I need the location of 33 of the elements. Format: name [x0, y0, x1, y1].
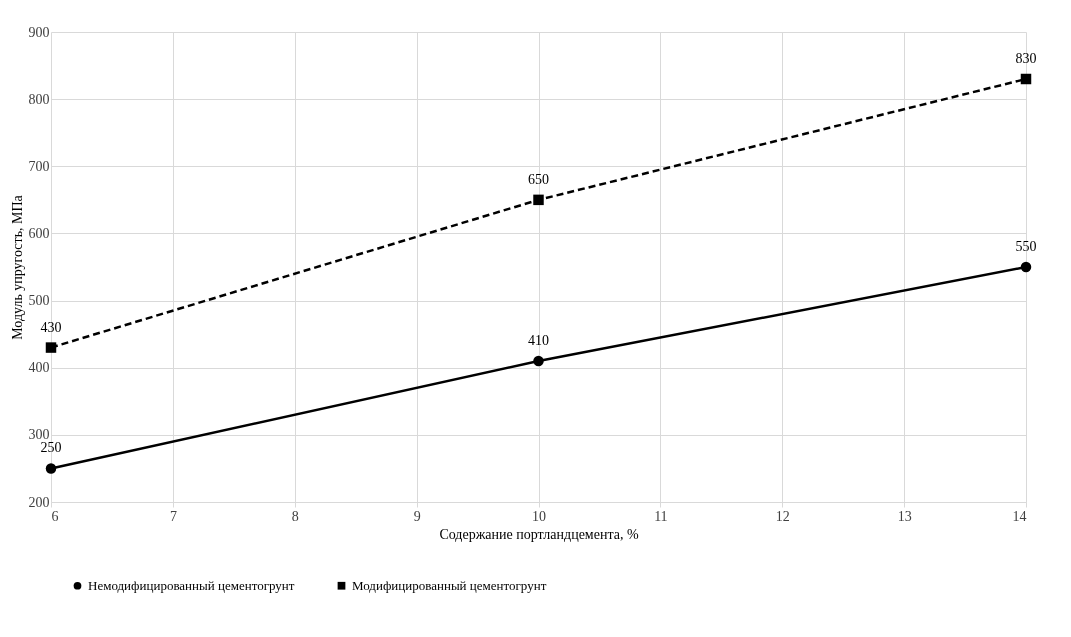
point [533, 194, 544, 206]
data-label: 410 [528, 333, 549, 348]
y-axis-title: Модуль упругость, МПа [9, 194, 25, 340]
x-tick-label: 9 [413, 508, 421, 524]
data-label: 250 [40, 440, 62, 456]
x-tick-label: 13 [897, 508, 912, 524]
y-tick-label: 800 [28, 91, 50, 107]
data-label: 830 [1015, 51, 1037, 66]
data-label: 650 [528, 171, 549, 187]
x-tick-label: 12 [775, 508, 790, 524]
y-tick-label: 600 [28, 225, 50, 241]
point [1020, 73, 1032, 85]
y-tick-label: 300 [28, 427, 50, 443]
x-tick-label: 8 [291, 508, 299, 524]
x-tick-label: 11 [654, 508, 668, 524]
data-label: 430 [40, 319, 62, 335]
legend-label: Модифицированный цементогрунт [352, 577, 547, 593]
point [45, 463, 57, 474]
data-label: 550 [1015, 239, 1037, 254]
y-tick-label: 500 [28, 293, 50, 309]
y-tick-label: 900 [28, 24, 50, 40]
point [1020, 261, 1032, 273]
y-tick-label: 400 [28, 360, 50, 376]
legend-label: Немодифицированный цементогрунт [88, 577, 295, 593]
x-tick-label: 6 [51, 508, 59, 524]
point [45, 342, 57, 353]
x-tick-label: 10 [532, 508, 546, 524]
y-tick-label: 200 [28, 494, 50, 510]
point [533, 355, 544, 367]
x-axis-title: Содержание портландцемента, % [439, 526, 639, 542]
x-tick-label: 14 [1012, 508, 1027, 524]
y-tick-label: 700 [28, 158, 50, 174]
x-tick-label: 7 [169, 508, 177, 524]
